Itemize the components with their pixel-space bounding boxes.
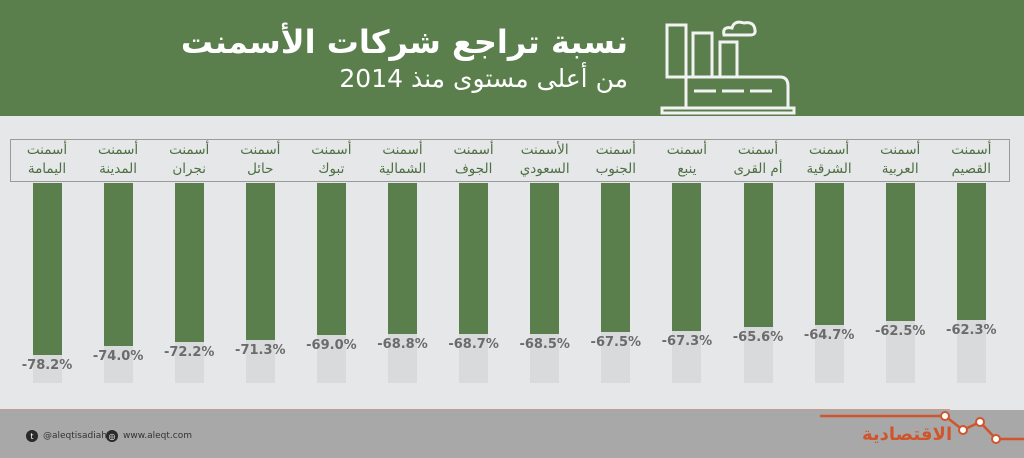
category-label-line1: أسمنت: [26, 142, 68, 158]
category-label-line1: أسمنت: [951, 142, 992, 158]
footer: [0, 410, 1024, 458]
category-label-line1: أسمنت: [240, 142, 281, 158]
category-label: أسمنت ينبع: [651, 141, 722, 179]
header-banner: نسبة تراجع شركات الأسمنت من أعلى مستوى م…: [0, 0, 1024, 116]
category-label-line2: نجران: [172, 161, 206, 177]
value-label: -62.5%: [874, 323, 926, 339]
twitter-icon: t: [26, 430, 38, 442]
category-label-line1: أسمنت: [595, 142, 636, 158]
value-label: -65.6%: [732, 330, 784, 346]
category-label-line2: السعودي: [519, 161, 570, 177]
value-label: -67.5%: [590, 334, 642, 350]
value-label: -68.7%: [448, 337, 499, 353]
category-label-line1: أسمنت: [382, 142, 423, 158]
value-label: -67.3%: [661, 334, 713, 350]
category-label: أسمنت العربية: [865, 141, 936, 179]
page-title: نسبة تراجع شركات الأسمنت: [180, 23, 628, 61]
page-subtitle: من أعلى مستوى منذ 2014: [339, 64, 628, 93]
category-label: أسمنت نجران: [154, 141, 225, 179]
bar: [316, 183, 346, 335]
value-label: -68.5%: [519, 336, 570, 352]
category-label-line2: المدينة: [99, 161, 137, 177]
category-label-line2: القصيم: [951, 161, 992, 177]
bar: [103, 183, 133, 346]
category-label: أسمنت أم القرى: [723, 141, 794, 179]
bar: [743, 183, 773, 328]
category-label: أسمنت المدينة: [83, 141, 154, 179]
bar: [459, 183, 489, 335]
bar: [245, 183, 275, 340]
category-label-line2: الشمالية: [378, 161, 427, 177]
category-label: أسمنت اليمامة: [12, 141, 83, 179]
category-label-line2: أم القرى: [733, 161, 783, 177]
value-label: -64.7%: [803, 328, 855, 344]
twitter-handle[interactable]: t @aleqtisadiah: [26, 430, 107, 442]
globe-icon: ◎: [106, 430, 118, 442]
category-label-line2: اليمامة: [27, 161, 67, 177]
category-label: أسمنت القصيم: [936, 141, 1007, 179]
bar: [530, 183, 560, 334]
category-label: أسمنت الجوف: [438, 141, 509, 179]
category-label-line2: العربية: [881, 161, 919, 177]
category-label-line1: أسمنت: [666, 142, 707, 158]
category-label-line1: أسمنت: [880, 142, 921, 158]
bar: [174, 183, 204, 342]
value-label: -68.8%: [377, 337, 428, 353]
bar: [672, 183, 702, 332]
bar: [601, 183, 631, 332]
category-label-line2: تبوك: [318, 161, 345, 177]
bar: [32, 183, 62, 356]
category-label-line1: أسمنت: [808, 142, 850, 158]
trend-line-icon: [820, 411, 1024, 444]
value-label: -72.2%: [163, 344, 215, 360]
value-label: -62.3%: [946, 323, 997, 339]
category-label-line2: ينبع: [677, 161, 697, 177]
category-label: أسمنت تبوك: [296, 141, 367, 179]
category-label: أسمنت الشمالية: [367, 141, 438, 179]
category-label-line2: الجوف: [454, 161, 493, 177]
website-link[interactable]: ◎ www.aleqt.com: [106, 430, 192, 442]
category-label-line2: الجنوب: [595, 161, 636, 177]
category-label: أسمنت الجنوب: [580, 141, 651, 179]
category-label-line1: أسمنت: [169, 142, 210, 158]
category-label-line1: أسمنت: [737, 142, 779, 158]
category-label: أسمنت الشرقية: [794, 141, 865, 179]
value-label: -71.3%: [235, 342, 286, 358]
category-label-line2: حائل: [247, 161, 274, 177]
bar: [885, 183, 915, 321]
category-label: الأسمنت السعودي: [509, 141, 580, 179]
bar: [388, 183, 417, 335]
value-label: -69.0%: [306, 337, 357, 353]
category-label-line1: الأسمنت: [520, 142, 569, 158]
factory-icon: [660, 20, 796, 115]
category-label-line1: أسمنت: [311, 142, 352, 158]
category-label-line2: الشرقية: [806, 161, 852, 177]
bar: [956, 183, 986, 321]
category-label: أسمنت حائل: [225, 141, 296, 179]
value-label: -74.0%: [92, 348, 144, 364]
category-label-line1: أسمنت: [453, 142, 494, 158]
category-label-box: [10, 139, 1010, 182]
bar: [814, 183, 844, 326]
category-label-line1: أسمنت: [97, 142, 139, 158]
brand-logo: الاقتصادية: [862, 424, 953, 445]
value-label: -78.2%: [21, 358, 73, 374]
